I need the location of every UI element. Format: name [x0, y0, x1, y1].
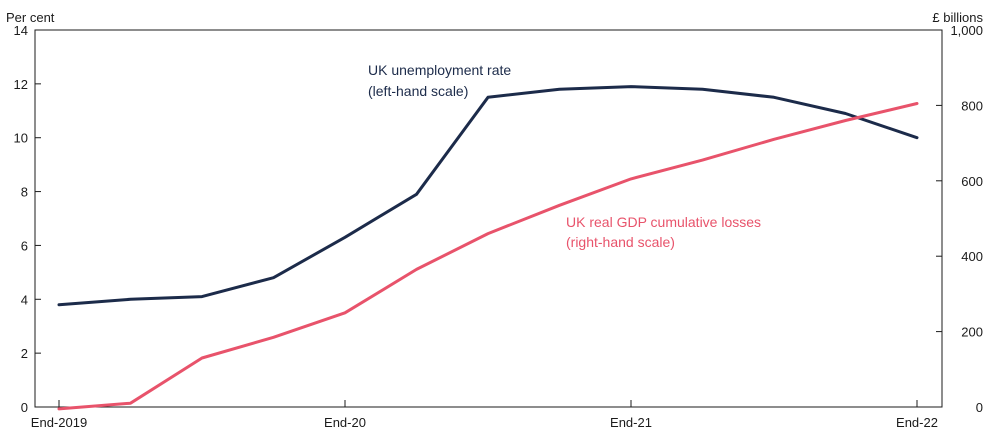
right-tick-label: 200	[961, 325, 983, 340]
left-tick-label: 6	[21, 238, 28, 253]
gdp-losses-line	[57, 102, 919, 411]
left-tick-label: 8	[21, 185, 28, 200]
left-tick-label: 2	[21, 346, 28, 361]
gdp-annotation-line1: UK real GDP cumulative losses	[566, 214, 761, 230]
right-tick-label: 1,000	[950, 23, 983, 38]
x-tick-label: End-21	[610, 415, 652, 430]
left-axis-unit-label: Per cent	[6, 10, 55, 25]
left-tick-label: 14	[14, 23, 28, 38]
left-tick-label: 0	[21, 400, 28, 415]
unemployment-annotation-line2: (left-hand scale)	[368, 83, 468, 99]
right-tick-label: 600	[961, 174, 983, 189]
right-axis: 0 200 400 600 800 1,000	[936, 23, 983, 415]
gdp-annotation-line2: (right-hand scale)	[566, 234, 675, 250]
x-tick-label: End-22	[896, 415, 938, 430]
unemployment-rate-line	[57, 85, 919, 307]
unemployment-annotation-line1: UK unemployment rate	[368, 62, 511, 78]
right-tick-label: 0	[976, 400, 983, 415]
series-layer	[57, 85, 919, 411]
x-tick-label: End-2019	[31, 415, 87, 430]
left-tick-label: 12	[14, 77, 28, 92]
right-tick-label: 400	[961, 249, 983, 264]
left-tick-label: 10	[14, 131, 28, 146]
right-tick-label: 800	[961, 98, 983, 113]
left-tick-label: 4	[21, 292, 28, 307]
left-axis: 0 2 4 6 8 10 12 14	[14, 23, 41, 415]
plot-frame	[34, 29, 943, 408]
x-tick-label: End-20	[324, 415, 366, 430]
x-axis: End-2019 End-20 End-21 End-22	[31, 400, 938, 430]
right-axis-unit-label: £ billions	[932, 10, 983, 25]
